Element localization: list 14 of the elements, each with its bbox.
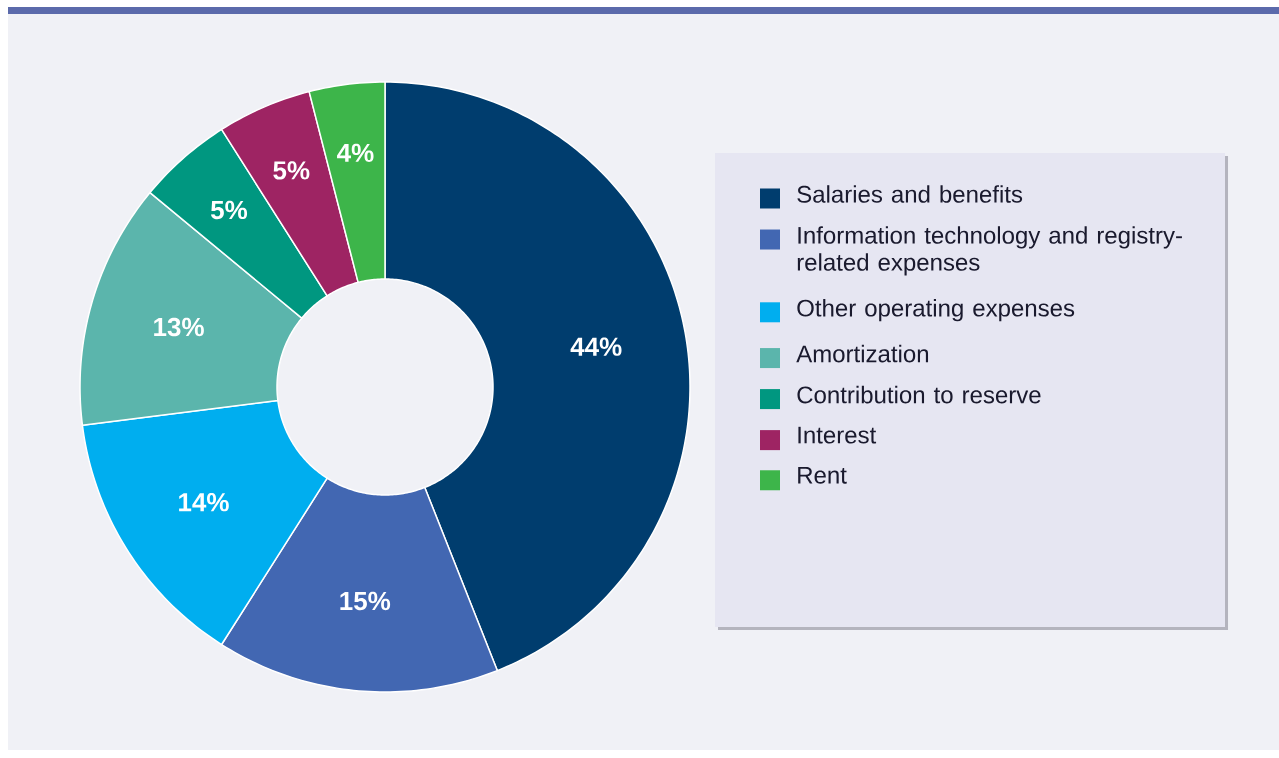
data-label: 5% — [210, 200, 248, 220]
legend-label: Salaries and benefits — [797, 185, 1023, 203]
data-label: 15% — [340, 591, 391, 611]
data-label: 44% — [570, 337, 622, 356]
legend-label: Contribution to reserve — [797, 385, 1041, 404]
legend-label: Other operating expenses — [797, 298, 1075, 322]
legend-label: Interest — [798, 426, 877, 444]
data-label: 4% — [337, 143, 374, 163]
legend-label: Information technology and registry-related expenses — [797, 226, 1182, 276]
data-label: 13% — [154, 317, 204, 337]
legend-label: Amortization — [796, 344, 929, 363]
legend-label: Rent — [798, 466, 847, 484]
data-label: 14% — [179, 493, 229, 512]
data-label: 5% — [273, 161, 310, 180]
